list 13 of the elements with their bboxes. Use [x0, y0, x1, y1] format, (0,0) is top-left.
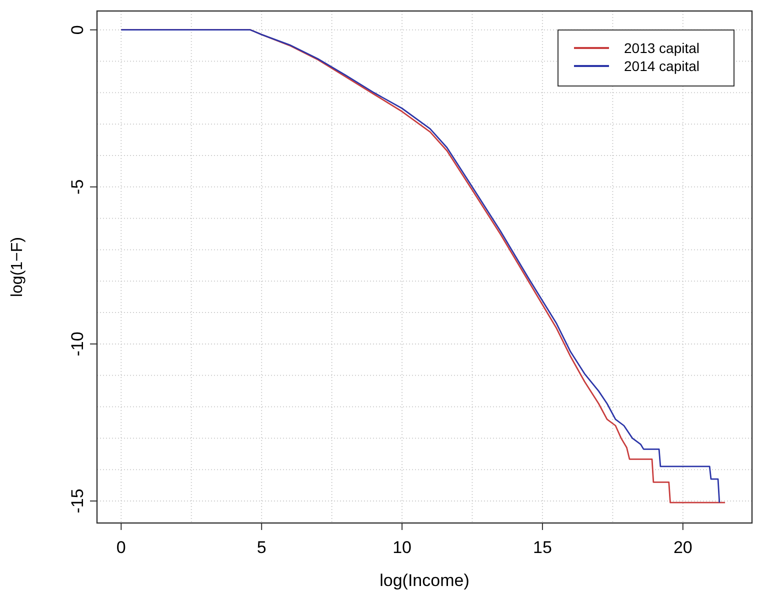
x-tick-label: 0 — [116, 538, 126, 557]
x-axis-title: log(Income) — [380, 571, 470, 590]
x-tick-label: 10 — [392, 538, 412, 557]
x-tick-label: 20 — [673, 538, 692, 557]
legend-label: 2014 capital — [624, 58, 700, 74]
x-tick-label: 15 — [533, 538, 552, 557]
y-tick-label: -5 — [68, 179, 87, 194]
legend-label: 2013 capital — [624, 40, 700, 56]
x-tick-label: 5 — [256, 538, 266, 557]
y-tick-label: 0 — [68, 25, 87, 35]
y-tick-label: -15 — [68, 488, 87, 514]
y-tick-label: -10 — [68, 332, 87, 356]
y-axis-title: log(1−F) — [9, 236, 26, 298]
